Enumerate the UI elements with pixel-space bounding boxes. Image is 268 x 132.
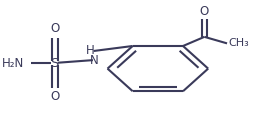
Text: H: H bbox=[85, 44, 94, 57]
Text: O: O bbox=[50, 22, 59, 35]
Text: S: S bbox=[50, 57, 59, 70]
Text: O: O bbox=[200, 5, 209, 18]
Text: H₂N: H₂N bbox=[2, 57, 24, 70]
Text: O: O bbox=[50, 90, 59, 103]
Text: CH₃: CH₃ bbox=[228, 38, 249, 48]
Text: N: N bbox=[90, 54, 99, 67]
